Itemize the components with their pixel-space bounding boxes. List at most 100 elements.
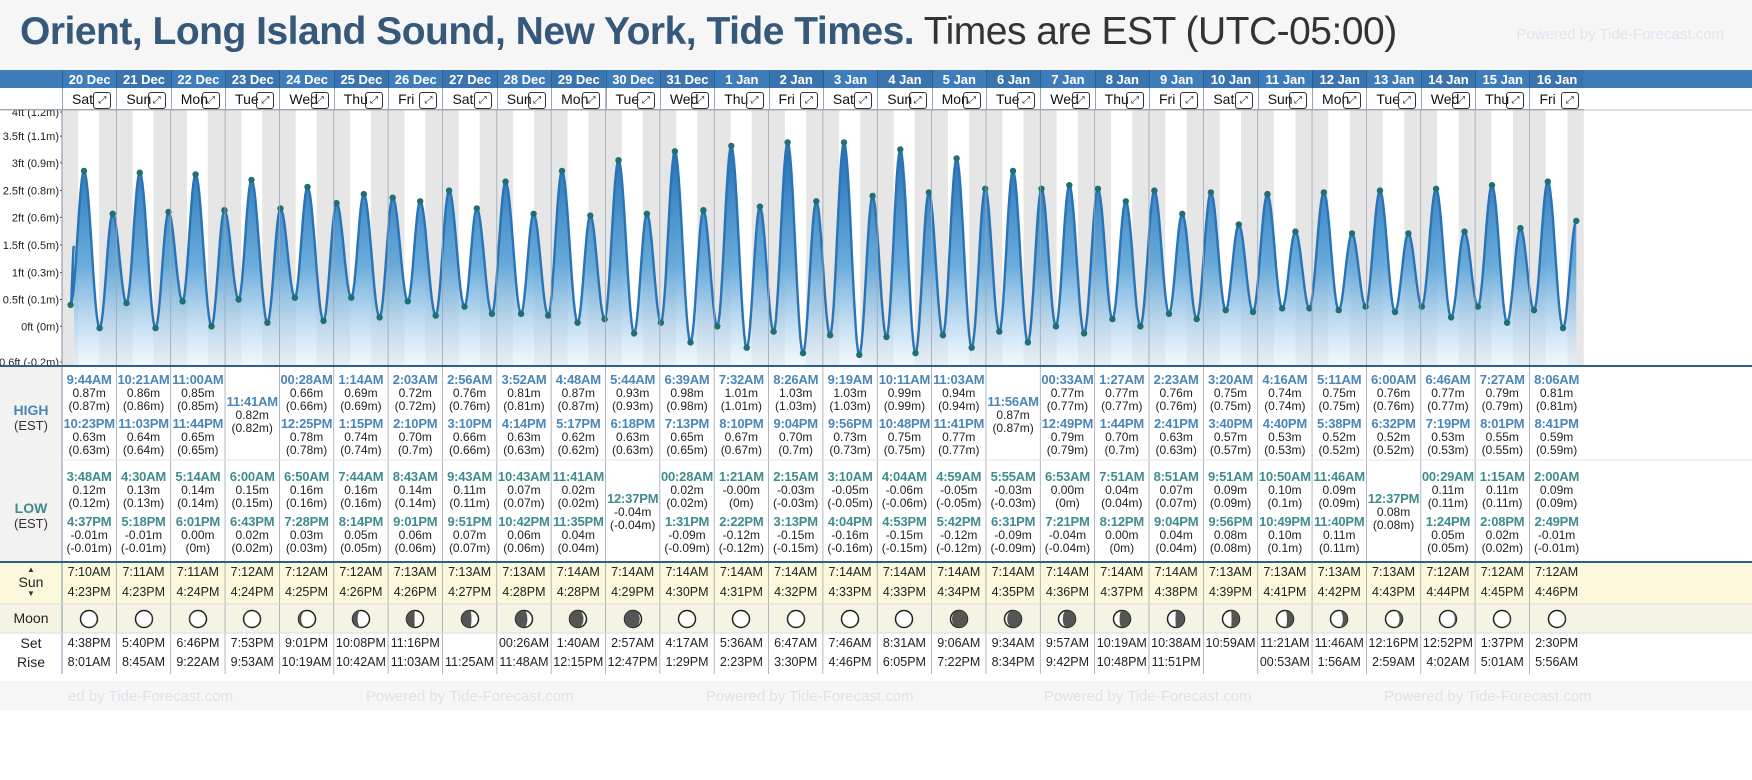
expand-day-button[interactable]: ⤢ [908, 92, 927, 109]
tide-height: 0.77m [1431, 385, 1465, 400]
moon-phase-icon [1112, 609, 1132, 628]
sunrise-time: 7:14AM [774, 565, 818, 579]
tide-time: 9:04PM [1154, 515, 1199, 529]
low-tide-point [291, 294, 299, 301]
expand-day-button[interactable]: ⤢ [365, 92, 384, 109]
expand-day-button[interactable]: ⤢ [1125, 92, 1144, 109]
tide-height: 0.09m [1213, 482, 1248, 497]
expand-day-button[interactable]: ⤢ [745, 92, 764, 109]
expand-day-button[interactable]: ⤢ [1234, 92, 1253, 109]
high-tide-point [1461, 228, 1468, 235]
moon-phase-icon [297, 609, 316, 628]
tide-height: 0.06m [398, 527, 432, 542]
tide-time: 1:44PM [1099, 417, 1145, 431]
tide-time: 1:27AM [1099, 373, 1145, 387]
expand-day-button[interactable]: ⤢ [528, 92, 547, 109]
tide-height: 0.76m [452, 385, 487, 400]
expand-day-button[interactable]: ⤢ [256, 92, 275, 109]
expand-day-button[interactable]: ⤢ [1289, 92, 1308, 109]
expand-day-button[interactable]: ⤢ [1560, 92, 1579, 109]
expand-day-button[interactable]: ⤢ [1506, 92, 1525, 109]
expand-day-button[interactable]: ⤢ [147, 92, 166, 109]
y-tick-label: 2.5ft (0.8m) [3, 186, 59, 198]
tide-time: 6:01PM [175, 515, 221, 529]
sun-times-cell: 7:12AM 4:44PM [1421, 562, 1475, 602]
high-tide-point [1122, 198, 1130, 205]
expand-day-button[interactable]: ⤢ [799, 92, 818, 109]
expand-day-button[interactable]: ⤢ [1343, 92, 1362, 109]
moon-set-rise-label: Set Rise [0, 634, 62, 672]
low-tide-cell: 8:51AM 0.07m (0.07m) [1149, 470, 1203, 511]
tide-height-paren: (0.65m) [177, 443, 219, 457]
expand-day-button[interactable]: ⤢ [1397, 92, 1416, 109]
high-tide-cell: 5:38PM 0.52m (0.52m) [1312, 417, 1366, 458]
expand-day-button[interactable]: ⤢ [691, 92, 710, 109]
high-tide-point [1207, 189, 1215, 196]
expand-day-button[interactable]: ⤢ [473, 92, 492, 109]
moon-phase-cell [551, 604, 605, 633]
sun-times-cell: 7:13AM 4:26PM [388, 562, 442, 602]
low-tide-point [1335, 307, 1342, 314]
high-tide-cell: 5:44AM 0.93m (0.93m) [606, 373, 660, 414]
sunrise-time: 7:12AM [1426, 565, 1470, 579]
expand-day-button[interactable]: ⤢ [202, 92, 221, 109]
low-tide-cell: 3:13PM -0.15m (-0.15m) [769, 515, 823, 556]
expand-day-button[interactable]: ⤢ [1180, 92, 1199, 109]
tide-height-paren: (0.06m) [394, 541, 436, 555]
low-tide-cell: 4:04AM -0.06m (-0.06m) [877, 470, 931, 511]
sunrise-time: 7:13AM [448, 565, 492, 579]
sun-times-cell: 7:12AM 4:25PM [279, 562, 333, 602]
tide-height-paren: (0.78m) [285, 443, 328, 457]
tide-time: 6:00AM [229, 470, 275, 484]
tide-height-paren: (-0.01m) [1533, 541, 1580, 555]
expand-day-button[interactable]: ⤢ [636, 92, 655, 109]
low-tide-cell: 2:00AM 0.09m (0.09m) [1529, 470, 1583, 511]
tide-time: 2:22PM [719, 515, 764, 529]
sunrise-time: 7:14AM [882, 565, 926, 579]
tide-time: 12:49PM [1041, 417, 1094, 431]
moon-shadow [951, 610, 968, 627]
expand-day-button[interactable]: ⤢ [419, 92, 438, 109]
high-tide-point [360, 190, 367, 198]
sunrise-time: 7:13AM [1208, 565, 1253, 579]
tide-height-paren: (0.93m) [612, 399, 654, 413]
high-tide-point [1179, 210, 1186, 217]
moon-phase-icon [677, 609, 697, 628]
tide-time: 00:33AM [1041, 373, 1094, 387]
moon-phase-cell [932, 604, 986, 633]
tide-height-paren: (0.1m) [1267, 496, 1303, 510]
sunrise-time: 7:14AM [1100, 565, 1144, 579]
expand-day-button[interactable]: ⤢ [854, 92, 873, 109]
expand-day-button[interactable]: ⤢ [962, 92, 981, 109]
low-tide-cell: 12:37PM -0.04m (-0.04m) [606, 492, 660, 533]
sunset-time: 4:46PM [1535, 585, 1579, 599]
sunset-time: 4:31PM [719, 585, 763, 599]
moon-phase-cell [714, 604, 768, 633]
expand-day-button[interactable]: ⤢ [1452, 92, 1471, 109]
high-tide-point [897, 146, 904, 153]
moon-phase-cell [334, 604, 388, 633]
moon-set-rise-cell: 10:19AM 10:48PM [1095, 634, 1149, 672]
expand-day-button[interactable]: ⤢ [1017, 92, 1036, 109]
moon-set-rise-cell: 8:31AM 6:05PM [877, 634, 931, 672]
moon-set-rise-cell: 10:38AM 11:51PM [1149, 634, 1203, 672]
expand-day-button[interactable]: ⤢ [1071, 92, 1090, 109]
tide-height: -0.03m [777, 482, 815, 497]
tide-height: -0.16m [831, 527, 869, 542]
tide-height-paren: (0.08m) [1372, 518, 1415, 532]
sun-times-cell: 7:13AM 4:41PM [1258, 562, 1312, 602]
date-header: 1 Jan [714, 70, 769, 88]
tide-height: 0.75m [1213, 385, 1248, 400]
tide-time: 1:14AM [338, 373, 384, 387]
expand-day-button[interactable]: ⤢ [310, 92, 329, 109]
moonset-time: 8:31AM [882, 636, 926, 650]
tide-height-paren: (0m) [1109, 541, 1135, 555]
moon-phase-cell [823, 604, 877, 633]
high-tide-cell: 8:10PM 0.67m (0.67m) [714, 417, 768, 458]
high-tide-point [248, 176, 255, 184]
weekday-label: Sat [1213, 90, 1235, 107]
expand-day-button[interactable]: ⤢ [582, 92, 601, 109]
expand-day-button[interactable]: ⤢ [93, 92, 112, 109]
tide-height: 0.63m [1159, 429, 1193, 444]
high-tide-cell: 1:14AM 0.69m (0.69m) [334, 373, 388, 414]
